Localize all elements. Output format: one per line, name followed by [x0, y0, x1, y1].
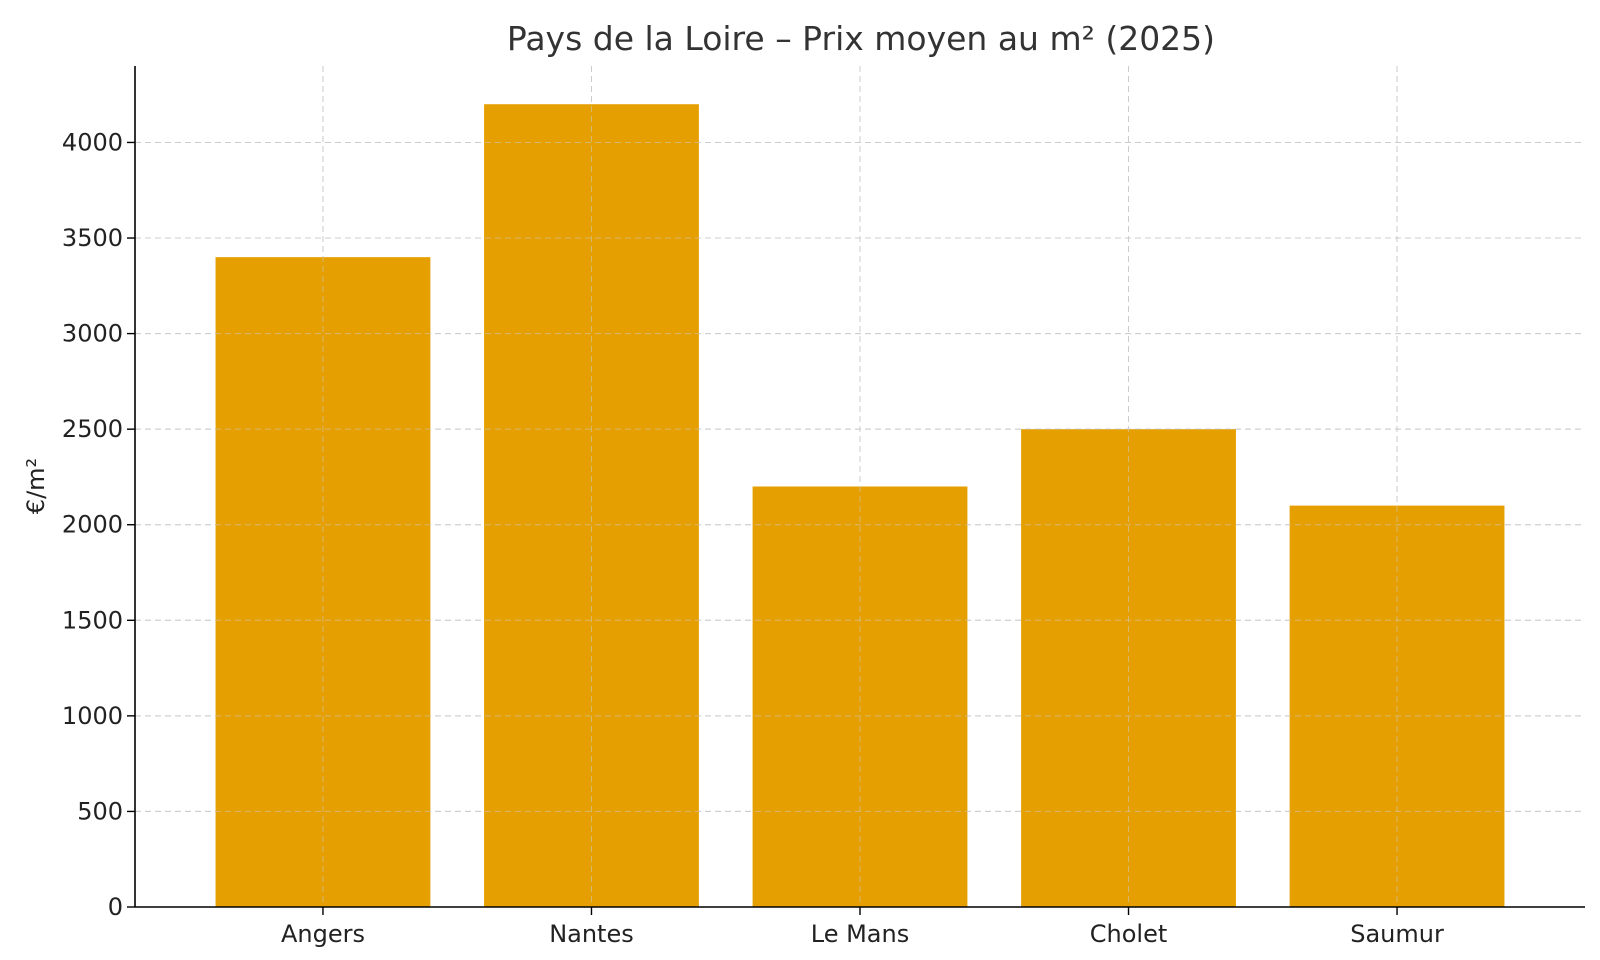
x-tick-label: Le Mans: [811, 920, 909, 948]
y-tick-label: 3500: [62, 224, 123, 252]
y-tick-label: 500: [77, 797, 123, 825]
y-tick-label: 2000: [62, 511, 123, 539]
y-ticks: 0 500 1000 1500 2000 2500 3000 3500 4000: [62, 128, 135, 921]
y-tick-label: 4000: [62, 128, 123, 156]
x-tick-label: Angers: [281, 920, 365, 948]
chart-title: Pays de la Loire – Prix moyen au m² (202…: [507, 19, 1215, 58]
bars: [135, 66, 1585, 908]
x-tick-label: Cholet: [1090, 920, 1168, 948]
x-ticks: Angers Nantes Le Mans Cholet Saumur: [281, 907, 1444, 948]
y-tick-label: 3000: [62, 320, 123, 348]
y-tick-label: 0: [108, 893, 123, 921]
x-tick-label: Nantes: [549, 920, 634, 948]
y-tick-label: 2500: [62, 415, 123, 443]
x-tick-label: Saumur: [1350, 920, 1444, 948]
y-axis-label: €/m²: [22, 458, 50, 514]
y-tick-label: 1500: [62, 606, 123, 634]
y-tick-label: 1000: [62, 702, 123, 730]
